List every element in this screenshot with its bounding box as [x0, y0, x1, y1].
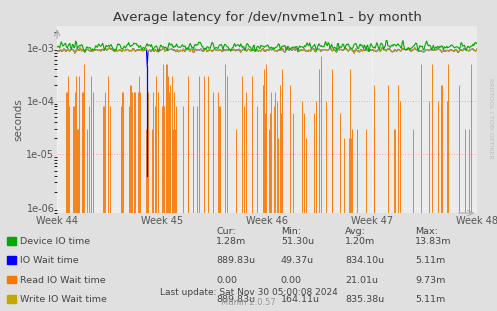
Text: 13.83m: 13.83m [415, 237, 451, 246]
Text: 51.30u: 51.30u [281, 237, 314, 246]
Text: Last update: Sat Nov 30 05:00:08 2024: Last update: Sat Nov 30 05:00:08 2024 [160, 288, 337, 297]
Title: Average latency for /dev/nvme1n1 - by month: Average latency for /dev/nvme1n1 - by mo… [113, 11, 421, 24]
Text: 49.37u: 49.37u [281, 257, 314, 265]
Text: 5.11m: 5.11m [415, 257, 445, 265]
Text: RRDTOOL / TOBI OETIKER: RRDTOOL / TOBI OETIKER [489, 78, 494, 159]
Text: IO Wait time: IO Wait time [20, 257, 79, 265]
Y-axis label: seconds: seconds [13, 98, 23, 141]
Text: Max:: Max: [415, 227, 438, 236]
Text: Device IO time: Device IO time [20, 237, 90, 246]
Text: 0.00: 0.00 [216, 276, 237, 285]
Text: 1.28m: 1.28m [216, 237, 247, 246]
Text: Munin 2.0.57: Munin 2.0.57 [221, 298, 276, 307]
Text: 889.83u: 889.83u [216, 257, 255, 265]
Text: 5.11m: 5.11m [415, 295, 445, 304]
Text: 164.11u: 164.11u [281, 295, 320, 304]
Text: 889.83u: 889.83u [216, 295, 255, 304]
Text: 835.38u: 835.38u [345, 295, 385, 304]
Text: Min:: Min: [281, 227, 301, 236]
Text: 1.20m: 1.20m [345, 237, 376, 246]
Text: Read IO Wait time: Read IO Wait time [20, 276, 105, 285]
Text: Avg:: Avg: [345, 227, 366, 236]
Text: Write IO Wait time: Write IO Wait time [20, 295, 107, 304]
Text: 0.00: 0.00 [281, 276, 302, 285]
Text: Cur:: Cur: [216, 227, 236, 236]
Text: 21.01u: 21.01u [345, 276, 378, 285]
Text: 834.10u: 834.10u [345, 257, 385, 265]
Text: 9.73m: 9.73m [415, 276, 445, 285]
